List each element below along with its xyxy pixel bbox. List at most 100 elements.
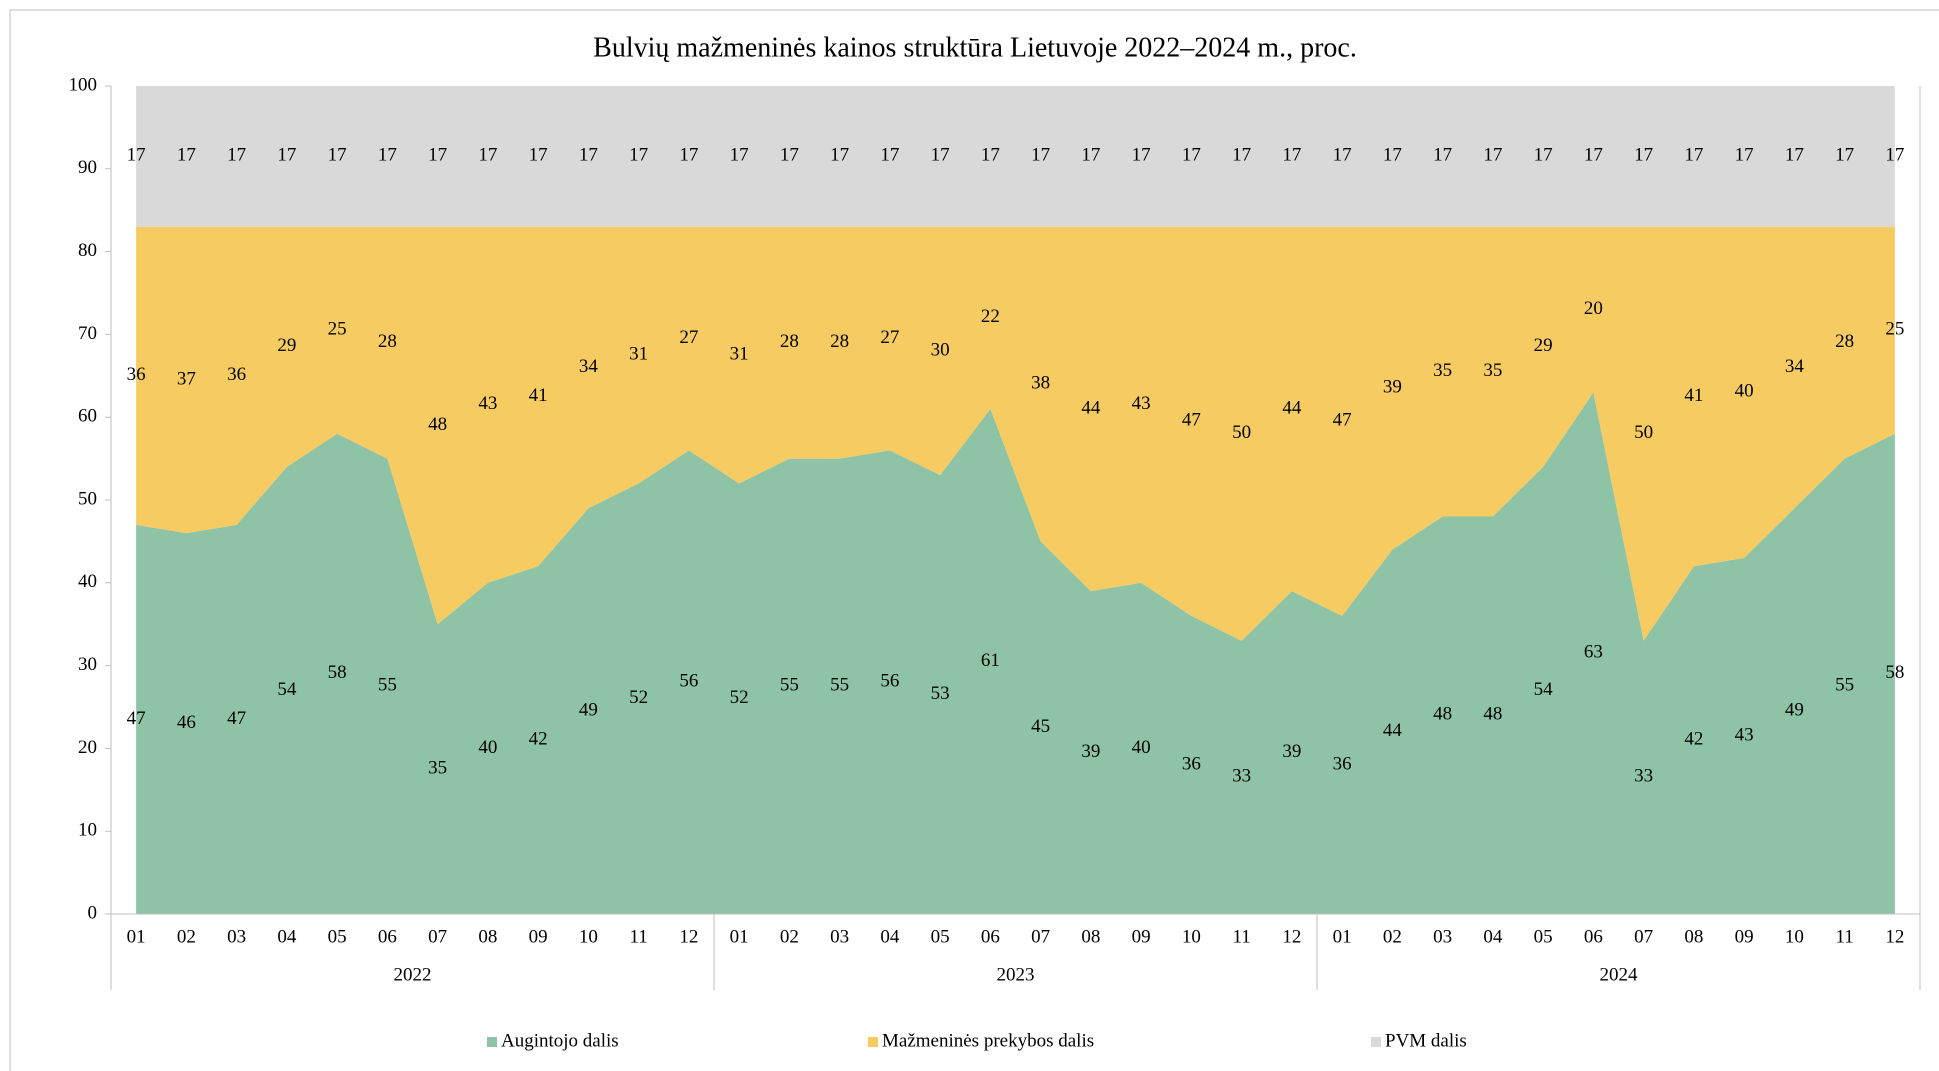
data-label: 48 [1483,704,1502,725]
x-tick-label: 08 [1684,926,1703,947]
data-label: 17 [328,145,347,166]
area [136,392,1895,914]
x-tick-label: 05 [328,926,347,947]
x-tick-label: 06 [981,926,1000,947]
x-tick-label: 08 [478,926,497,947]
data-label: 49 [579,699,598,720]
x-tick-label: 04 [880,926,900,947]
data-label: 40 [1132,737,1151,758]
data-label: 44 [1282,397,1302,418]
data-label: 55 [780,675,799,696]
data-label: 17 [1885,145,1904,166]
data-label: 44 [1081,397,1101,418]
data-label: 47 [127,708,146,729]
data-label: 29 [277,335,296,356]
data-label: 50 [1634,422,1653,443]
data-label: 40 [1735,381,1754,402]
data-label: 58 [1885,662,1904,683]
data-label: 17 [1081,145,1100,166]
data-label: 17 [1383,145,1402,166]
data-label: 35 [1433,360,1452,381]
data-label: 17 [1584,145,1603,166]
data-label: 39 [1383,377,1402,398]
data-label: 55 [1835,675,1854,696]
data-label: 31 [629,343,648,364]
data-label: 17 [1785,145,1804,166]
legend-swatch [1371,1037,1381,1047]
x-tick-label: 12 [1282,926,1301,947]
legend-swatch [868,1037,878,1047]
data-label: 56 [880,671,899,692]
data-label: 43 [1132,393,1151,414]
x-tick-label: 06 [1584,926,1603,947]
x-tick-label: 12 [1885,926,1904,947]
x-tick-label: 07 [1031,926,1050,947]
data-label: 36 [127,364,146,385]
data-label: 50 [1232,422,1251,443]
data-label: 28 [378,331,397,352]
data-label: 17 [428,145,447,166]
data-label: 17 [1232,145,1251,166]
data-label: 31 [730,343,749,364]
data-label: 48 [428,414,447,435]
data-label: 33 [1232,766,1251,787]
data-label: 17 [1684,145,1703,166]
chart-title: Bulvių mažmeninės kainos struktūra Lietu… [593,32,1357,63]
legend-swatch [487,1037,497,1047]
data-label: 22 [981,306,1000,327]
x-tick-label: 11 [1835,926,1853,947]
x-tick-label: 03 [1433,926,1452,947]
y-tick-label: 50 [78,488,97,509]
x-tick-label: 02 [177,926,196,947]
data-label: 40 [478,737,497,758]
data-label: 17 [679,145,698,166]
y-tick-label: 40 [78,571,97,592]
data-label: 35 [1483,360,1502,381]
x-tick-label: 02 [1383,926,1402,947]
data-label: 39 [1282,741,1301,762]
y-tick-label: 90 [78,157,97,178]
x-tick-label: 11 [629,926,647,947]
area [136,86,1895,227]
data-label: 53 [931,683,950,704]
area [136,226,1895,641]
data-label: 17 [227,145,246,166]
x-tick-label: 10 [1785,926,1804,947]
data-label: 17 [629,145,648,166]
data-label: 45 [1031,716,1050,737]
data-label: 52 [629,687,648,708]
data-label: 28 [1835,331,1854,352]
x-tick-label: 09 [1735,926,1754,947]
data-label: 17 [780,145,799,166]
data-label: 25 [328,319,347,340]
y-tick-label: 80 [78,240,97,261]
data-label: 47 [1182,410,1201,431]
legend-label: PVM dalis [1385,1030,1467,1051]
data-label: 46 [177,712,196,733]
x-tick-label: 03 [227,926,246,947]
data-label: 17 [931,145,950,166]
data-label: 17 [1182,145,1201,166]
data-label: 35 [428,757,447,778]
data-label: 54 [277,679,297,700]
data-label: 55 [378,675,397,696]
data-label: 29 [1534,335,1553,356]
data-label: 34 [579,356,599,377]
data-label: 17 [478,145,497,166]
x-tick-label: 07 [428,926,447,947]
data-label: 43 [478,393,497,414]
data-label: 17 [1282,145,1301,166]
data-label: 20 [1584,298,1603,319]
data-label: 17 [1031,145,1050,166]
data-label: 17 [1735,145,1754,166]
x-tick-label: 11 [1232,926,1250,947]
data-label: 17 [277,145,296,166]
data-label: 17 [1835,145,1854,166]
group-label: 2023 [997,964,1035,985]
x-tick-label: 08 [1081,926,1100,947]
y-tick-label: 60 [78,406,97,427]
data-label: 48 [1433,704,1452,725]
group-label: 2024 [1600,964,1639,985]
x-tick-label: 10 [1182,926,1201,947]
